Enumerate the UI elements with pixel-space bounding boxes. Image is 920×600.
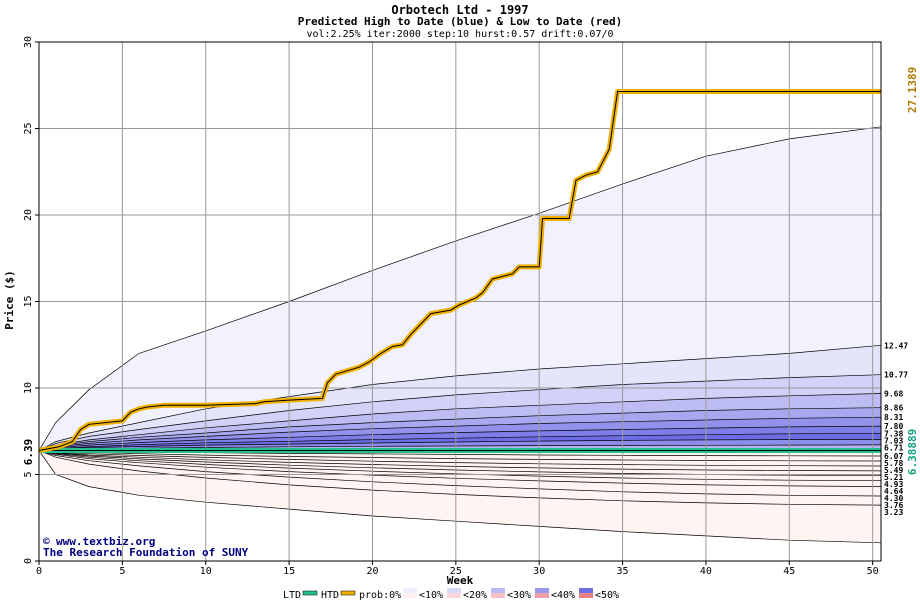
price-lines — [38, 89, 881, 453]
low-band-fill — [39, 450, 881, 543]
y-tick-label: 0 — [23, 558, 34, 564]
chart-params: vol:2.25% iter:2000 step:10 hurst:0.57 d… — [306, 29, 613, 40]
x-tick-label: 25 — [450, 566, 462, 577]
band-label: 9.68 — [884, 390, 903, 399]
x-tick-label: 50 — [867, 566, 879, 577]
band-label: 5.49 — [884, 466, 903, 475]
band-label: 7.80 — [884, 422, 903, 431]
credit-copyright-symbol: © — [43, 535, 50, 548]
legend-swatch-high — [579, 588, 593, 593]
band-label: 5.78 — [884, 459, 903, 468]
legend-label: <30% — [507, 590, 531, 600]
legend-label: prob:0% — [359, 590, 401, 600]
x-tick-label: 40 — [700, 566, 712, 577]
y-tick-label: 5 — [23, 471, 34, 477]
htd-line-core — [38, 91, 881, 451]
band-label: 6.71 — [884, 443, 903, 452]
band-label: 4.64 — [884, 487, 903, 496]
y-tick-label: 20 — [23, 209, 34, 221]
y-axis-label: Price ($) — [3, 270, 16, 330]
band-label: 4.30 — [884, 494, 903, 503]
band-label: 8.86 — [884, 404, 903, 413]
htd-final-label: 27.1389 — [906, 67, 919, 113]
x-tick-label: 45 — [783, 566, 795, 577]
credit-org: The Research Foundation of SUNY — [43, 546, 249, 559]
axes: 0 5 10 15 20 25 30 35 40 45 50 0 5 10 15 20 25 30 — [23, 36, 879, 577]
x-tick-label: 15 — [283, 566, 295, 577]
legend-label: <40% — [551, 590, 575, 600]
band-labels: 12.47 10.77 9.68 8.868.317.807.387.036.716.… — [884, 341, 908, 517]
y-tick-label: 30 — [23, 36, 34, 48]
legend-swatch-low — [491, 593, 505, 598]
y-tick-label: 15 — [23, 295, 34, 307]
y-tick-label: 25 — [23, 122, 34, 134]
legend: LTD HTD prob:0% <10% <20% <30% <40% <50% — [283, 588, 619, 600]
band-label: 3.76 — [884, 501, 903, 510]
band-label: 10.77 — [884, 371, 908, 380]
legend-swatch-high — [535, 588, 549, 593]
x-tick-label: 10 — [200, 566, 212, 577]
legend-label: LTD — [283, 590, 301, 600]
credits: © www.textbiz.org The Research Foundatio… — [43, 535, 249, 559]
probability-bands — [38, 126, 882, 544]
band-label: 12.47 — [884, 341, 908, 350]
legend-swatch-low — [535, 593, 549, 598]
legend-swatch-high — [491, 588, 505, 593]
legend-line-swatch — [340, 590, 356, 596]
x-tick-label: 20 — [366, 566, 378, 577]
band-label: 6.07 — [884, 452, 903, 461]
legend-swatch-low — [447, 593, 461, 598]
x-tick-label: 5 — [119, 566, 125, 577]
legend-swatch-low — [403, 593, 417, 598]
x-tick-label: 0 — [36, 566, 42, 577]
x-tick-label: 30 — [533, 566, 545, 577]
chart-subtitle: Predicted High to Date (blue) & Low to D… — [298, 15, 623, 28]
credit-site: www.textbiz.org — [56, 535, 155, 548]
legend-line-swatch — [302, 590, 318, 596]
band-label: 5.21 — [884, 473, 903, 482]
band-label: 7.38 — [884, 429, 903, 438]
band-label: 7.03 — [884, 436, 903, 445]
legend-label: HTD — [321, 590, 339, 600]
band-label: 4.93 — [884, 480, 903, 489]
legend-swatch-low — [579, 593, 593, 598]
x-axis-label: Week — [447, 574, 474, 587]
legend-label: <50% — [595, 590, 619, 600]
legend-swatch-high — [447, 588, 461, 593]
band-label: 3.23 — [884, 508, 903, 517]
start-price-label: 6.39 — [22, 439, 35, 466]
x-tick-label: 35 — [617, 566, 629, 577]
legend-label: <10% — [419, 590, 443, 600]
legend-swatch-high — [403, 588, 417, 593]
band-label: 8.31 — [884, 413, 903, 422]
ltd-final-label: 6.38889 — [906, 429, 919, 475]
chart-title: Orbotech Ltd - 1997 — [391, 3, 528, 17]
y-tick-label: 10 — [23, 382, 34, 394]
legend-label: <20% — [463, 590, 487, 600]
